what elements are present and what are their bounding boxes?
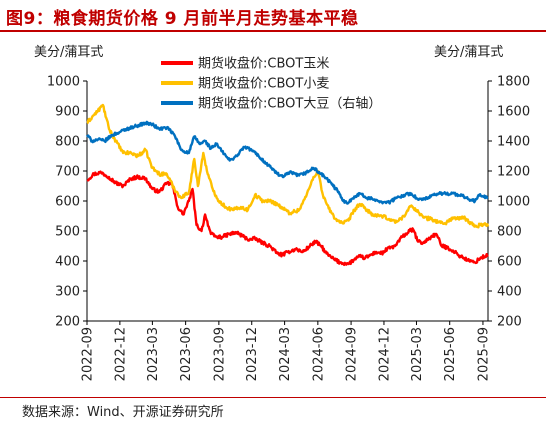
left-tick-label: 500 [55, 225, 80, 240]
left-tick-label: 700 [55, 165, 80, 180]
source-note: 数据来源：Wind、开源证券研究所 [22, 405, 224, 420]
x-tick-label: 2025-09 [476, 327, 491, 381]
x-tick-label: 2024-09 [345, 327, 360, 381]
x-tick-label: 2023-12 [245, 327, 260, 381]
right-tick-label: 800 [497, 225, 522, 240]
left-tick-label: 400 [55, 255, 80, 270]
right-tick-label: 600 [497, 255, 522, 270]
right-tick-label: 1600 [497, 105, 530, 120]
left-tick-label: 300 [55, 285, 80, 300]
source-rule [0, 397, 546, 398]
left-tick-label: 800 [55, 135, 80, 150]
x-tick-label: 2023-09 [212, 327, 227, 381]
left-tick-label: 900 [55, 105, 80, 120]
title-rule [0, 30, 546, 32]
x-tick-label: 2023-03 [146, 327, 161, 381]
right-tick-label: 200 [497, 315, 522, 330]
left-tick-label: 200 [55, 315, 80, 330]
x-tick-label: 2024-12 [377, 327, 392, 381]
right-axis-unit: 美分/蒲耳式 [434, 45, 503, 60]
series-line-1 [86, 103, 490, 229]
right-tick-label: 1000 [497, 195, 530, 210]
left-tick-label: 1000 [47, 75, 80, 90]
left-tick-label: 600 [55, 195, 80, 210]
left-axis-unit: 美分/蒲耳式 [34, 45, 103, 60]
series-line-0 [86, 170, 489, 267]
right-tick-label: 1800 [497, 75, 530, 90]
series-layer [85, 103, 490, 267]
right-tick-label: 1400 [497, 135, 530, 150]
legend-label: 期货收盘价:CBOT小麦 [198, 76, 329, 92]
x-tick-label: 2025-06 [443, 327, 458, 381]
x-tick-label: 2025-03 [410, 327, 425, 381]
axes: 1000 900 800 700 600 500 400 300 200 1800 1600 1400… [47, 75, 530, 382]
right-tick-label: 400 [497, 285, 522, 300]
x-tick-label: 2022-12 [113, 327, 128, 381]
legend-label: 期货收盘价:CBOT玉米 [198, 56, 329, 72]
x-tick-label: 2022-09 [81, 327, 96, 381]
x-tick-label: 2024-03 [278, 327, 293, 381]
x-tick-label: 2023-06 [179, 327, 194, 381]
x-tick-label: 2024-06 [311, 327, 326, 381]
right-tick-label: 1200 [497, 165, 530, 180]
figure-title: 图9：粮食期货价格 9 月前半月走势基本平稳 [6, 9, 359, 29]
series-line-2 [85, 120, 489, 205]
legend-label: 期货收盘价:CBOT大豆（右轴） [198, 96, 381, 112]
